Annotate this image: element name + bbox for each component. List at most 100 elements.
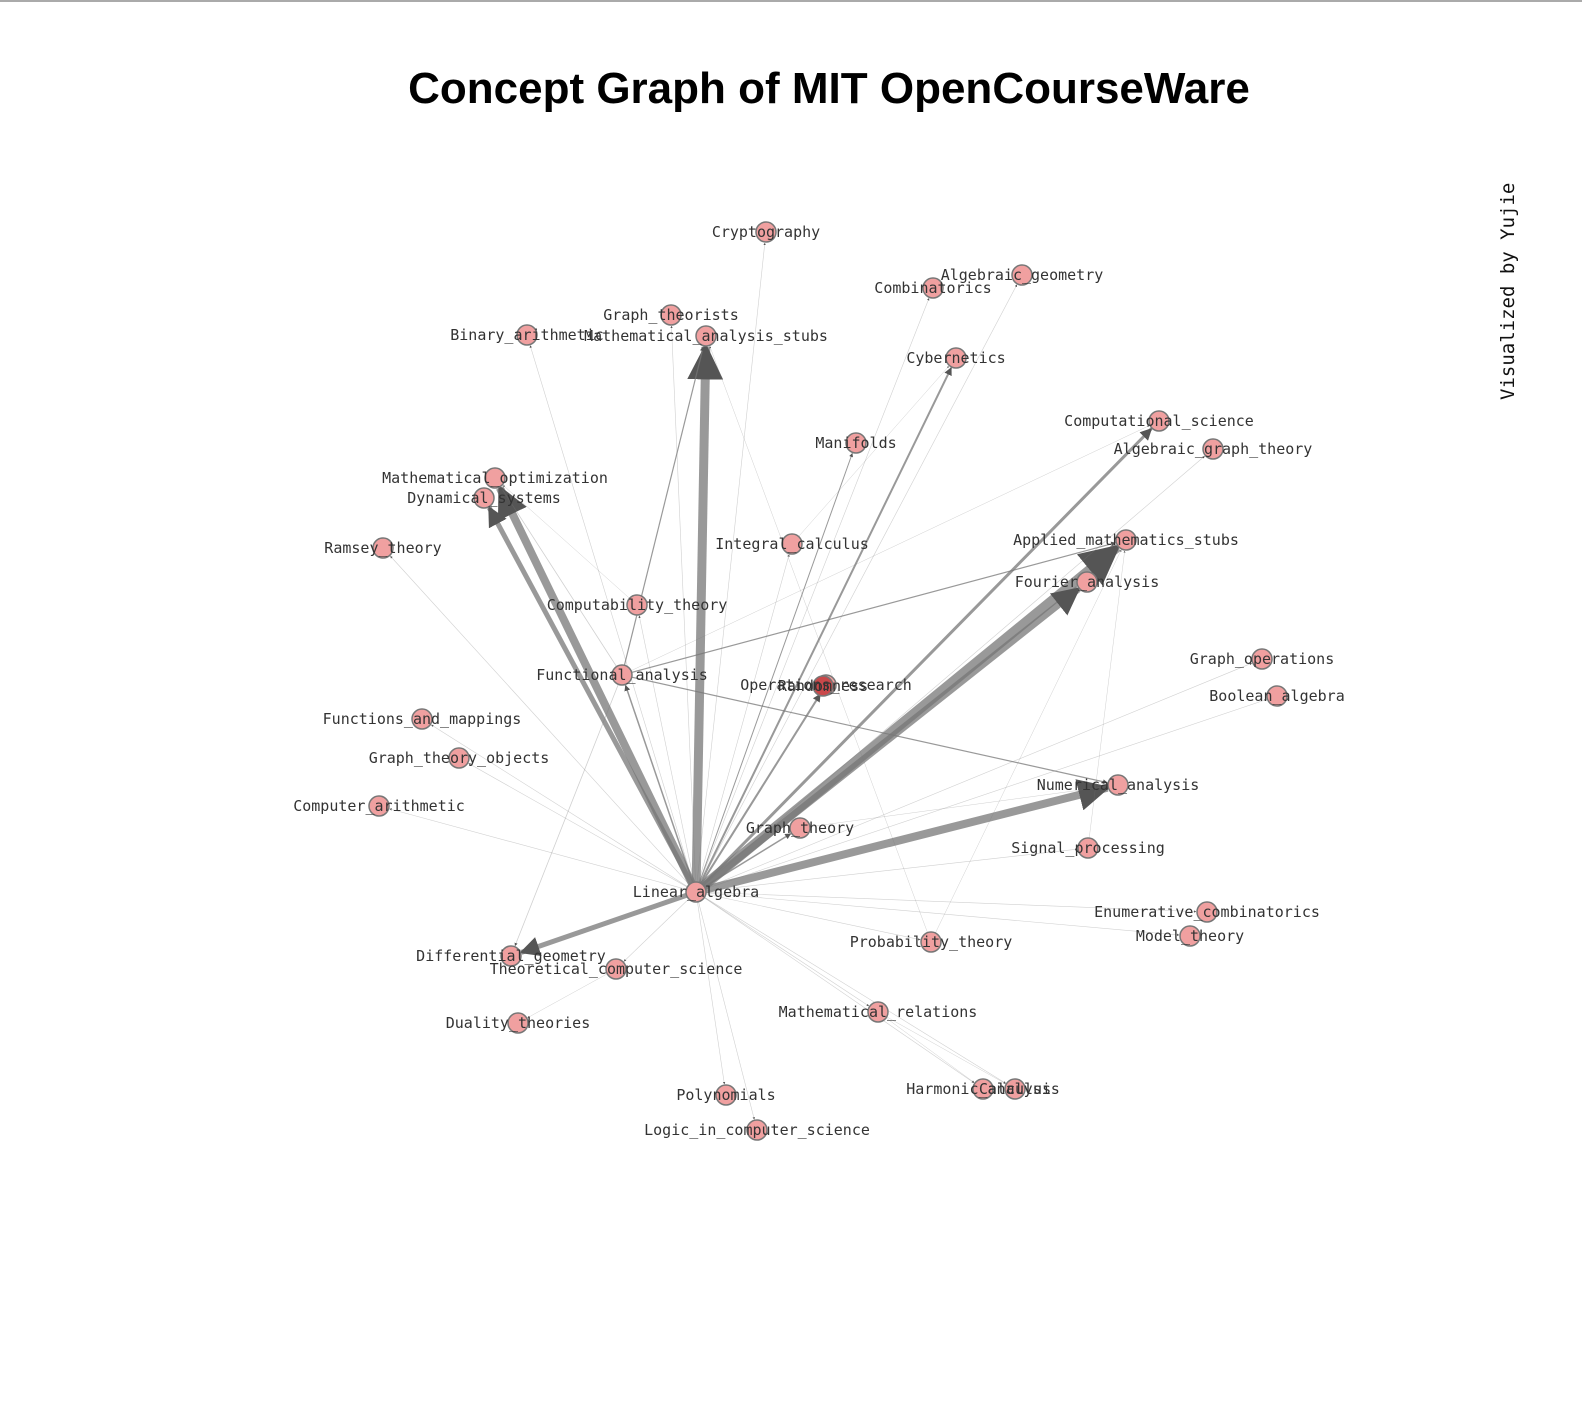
node-Theoretical_computer_science[interactable]: [605, 958, 627, 980]
node-Functional_analysis[interactable]: [611, 664, 633, 686]
edge-Linear_algebra-to-Computational_science: [694, 427, 1153, 894]
node-Logic_in_computer_science[interactable]: [746, 1119, 768, 1141]
edge-Probability_theory-to-Applied_mathematics_stubs: [930, 549, 1122, 943]
node-Algebraic_graph_theory[interactable]: [1202, 438, 1224, 460]
edge-Linear_algebra-to-Ramsey_theory: [390, 555, 697, 893]
node-Dynamical_systems[interactable]: [473, 487, 495, 509]
node-label-Mathematical_analysis_stubs: Mathematical_analysis_stubs: [584, 327, 828, 345]
node-Linear_algebra[interactable]: [685, 881, 707, 903]
edge-Graph_theory-to-Numerical_analysis: [799, 785, 1108, 829]
node-Numerical_analysis[interactable]: [1107, 774, 1129, 796]
edge-Linear_algebra-to-Dynamical_systems: [487, 505, 699, 894]
node-label-Mathematical_relations: Mathematical_relations: [779, 1003, 978, 1021]
node-label-Randomness: Randomness: [778, 677, 868, 695]
edge-Linear_algebra-to-Manifolds: [695, 452, 853, 893]
node-Mathematical_relations[interactable]: [867, 1001, 889, 1023]
edge-Linear_algebra-to-Logic_in_computer_science: [695, 891, 755, 1120]
node-label-Polynomials: Polynomials: [676, 1086, 775, 1104]
edge-Linear_algebra-to-Mathematical_analysis_stubs: [687, 343, 724, 893]
node-label-Signal_processing: Signal_processing: [1011, 839, 1165, 857]
edge-Linear_algebra-to-Functional_analysis: [624, 684, 697, 893]
edge-Computability_theory-to-Mathematical_optimization: [503, 485, 638, 606]
node-Graph_operations[interactable]: [1251, 648, 1273, 670]
node-label-Binary_arithmetic: Binary_arithmetic: [450, 326, 604, 344]
node-Graph_theory_objects[interactable]: [448, 747, 470, 769]
edge-Linear_algebra-to-Probability_theory: [695, 891, 921, 941]
node-Mathematical_analysis_stubs[interactable]: [695, 325, 717, 347]
node-Combinatorics[interactable]: [922, 277, 944, 299]
node-Harmonic_analysis[interactable]: [972, 1078, 994, 1100]
edge-Linear_algebra-to-Operations_research: [695, 693, 821, 893]
node-Integral_calculus[interactable]: [781, 533, 803, 555]
top-border: [0, 0, 1582, 2]
node-Applied_mathematics_stubs[interactable]: [1115, 529, 1137, 551]
node-label-Dynamical_systems: Dynamical_systems: [407, 489, 561, 507]
node-label-Numerical_analysis: Numerical_analysis: [1037, 776, 1200, 794]
node-Signal_processing[interactable]: [1077, 837, 1099, 859]
node-Model_theory[interactable]: [1179, 925, 1201, 947]
node-Ramsey_theory[interactable]: [372, 537, 394, 559]
edge-Linear_algebra-to-Functions_and_mappings: [431, 724, 697, 893]
edge-Linear_algebra-to-Fourier_analysis: [693, 586, 1081, 895]
edge-Linear_algebra-to-Calculus: [695, 891, 1006, 1084]
node-Probability_theory[interactable]: [920, 931, 942, 953]
edge-Linear_algebra-to-Mathematical_optimization: [496, 485, 700, 894]
edge-Functional_analysis-to-Applied_mathematics_stubs: [621, 541, 1116, 676]
node-label-Functional_analysis: Functional_analysis: [536, 666, 708, 684]
edge-Linear_algebra-to-Theoretical_computer_science: [623, 891, 697, 962]
node-Polynomials[interactable]: [715, 1084, 737, 1106]
edge-Integral_calculus-to-Cybernetics: [791, 366, 949, 545]
node-Calculus[interactable]: [1004, 1078, 1026, 1100]
node-Fourier_analysis[interactable]: [1076, 571, 1098, 593]
node-label-Algebraic_geometry: Algebraic_geometry: [941, 266, 1104, 284]
edge-Linear_algebra-to-Model_theory: [695, 891, 1180, 937]
node-Boolean_algebra[interactable]: [1266, 685, 1288, 707]
edge-Theoretical_computer_science-to-Duality_theories: [527, 968, 617, 1018]
edge-Linear_algebra-to-Graph_theorists: [670, 325, 697, 893]
node-Computational_science[interactable]: [1148, 410, 1170, 432]
edge-Functional_analysis-to-Differential_geometry: [514, 674, 623, 947]
node-label-Manifolds: Manifolds: [815, 434, 896, 452]
edge-Functional_analysis-to-Computational_science: [621, 425, 1150, 676]
edge-Functional_analysis-to-Mathematical_analysis_stubs: [621, 346, 705, 676]
node-Functions_and_mappings[interactable]: [411, 708, 433, 730]
node-Algebraic_geometry[interactable]: [1011, 264, 1033, 286]
node-Mathematical_optimization[interactable]: [484, 467, 506, 489]
node-Binary_arithmetic[interactable]: [516, 324, 538, 346]
node-Manifolds[interactable]: [845, 432, 867, 454]
edge-Linear_algebra-to-Numerical_analysis: [695, 779, 1111, 896]
node-label-Operations_research: Operations_research: [740, 676, 912, 694]
node-label-Harmonic_analysis: Harmonic_analysis: [906, 1080, 1060, 1098]
node-Randomness[interactable]: [812, 675, 834, 697]
node-label-Integral_calculus: Integral_calculus: [715, 535, 869, 553]
node-Enumerative_combinatorics[interactable]: [1196, 901, 1218, 923]
node-label-Graph_theorists: Graph_theorists: [603, 306, 738, 324]
edge-Linear_algebra-to-Integral_calculus: [695, 554, 790, 893]
node-label-Logic_in_computer_science: Logic_in_computer_science: [644, 1121, 870, 1139]
page-title: Concept Graph of MIT OpenCourseWare: [408, 64, 1250, 113]
node-label-Functions_and_mappings: Functions_and_mappings: [323, 710, 522, 728]
node-Computer_arithmetic[interactable]: [368, 795, 390, 817]
edge-Linear_algebra-to-Graph_operations: [695, 662, 1253, 893]
edge-Linear_algebra-to-Harmonic_analysis: [695, 891, 975, 1084]
edge-Linear_algebra-to-Differential_geometry: [519, 889, 697, 956]
node-Cryptography[interactable]: [755, 221, 777, 243]
node-Graph_theorists[interactable]: [660, 304, 682, 326]
node-Differential_geometry[interactable]: [500, 945, 522, 967]
edge-Linear_algebra-to-Cryptography: [695, 242, 766, 893]
node-Duality_theories[interactable]: [507, 1012, 529, 1034]
edge-Probability_theory-to-Mathematical_analysis_stubs: [709, 346, 932, 943]
node-label-Computational_science: Computational_science: [1064, 412, 1254, 430]
node-Computability_theory[interactable]: [626, 594, 648, 616]
node-label-Applied_mathematics_stubs: Applied_mathematics_stubs: [1013, 531, 1239, 549]
node-label-Theoretical_computer_science: Theoretical_computer_science: [490, 960, 743, 978]
node-label-Cybernetics: Cybernetics: [906, 349, 1005, 367]
edge-Linear_algebra-to-Graph_theory: [695, 833, 792, 893]
node-label-Computability_theory: Computability_theory: [547, 596, 728, 614]
node-Graph_theory[interactable]: [789, 817, 811, 839]
node-Cybernetics[interactable]: [945, 347, 967, 369]
edge-Linear_algebra-to-Signal_processing: [695, 848, 1078, 893]
node-label-Fourier_analysis: Fourier_analysis: [1015, 573, 1160, 591]
edge-Signal_processing-to-Applied_mathematics_stubs: [1087, 550, 1126, 849]
